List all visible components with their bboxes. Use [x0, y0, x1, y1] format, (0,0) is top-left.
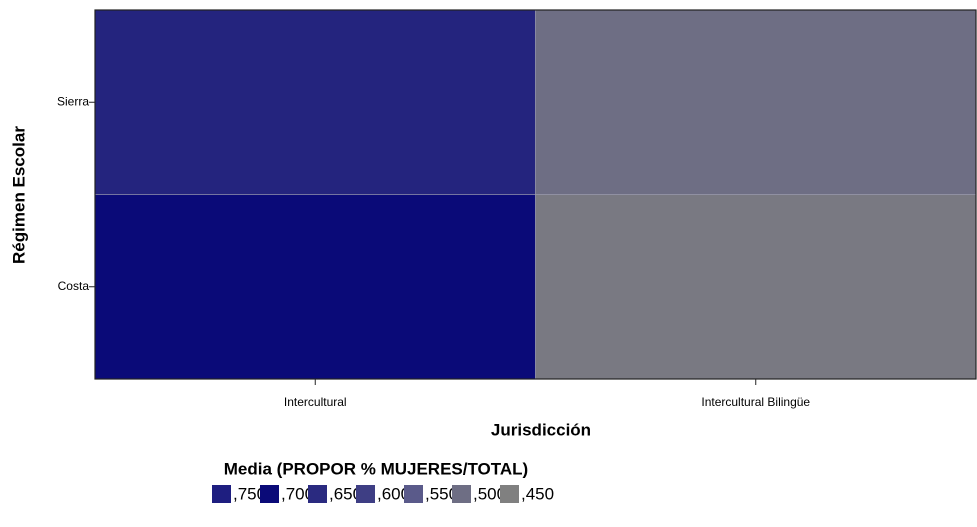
heatmap-cell: [94, 9, 536, 195]
legend-title: Media (PROPOR % MUJERES/TOTAL): [224, 459, 528, 478]
y-axis-title: Régimen Escolar: [9, 126, 28, 264]
heatmap-cell: [535, 9, 977, 195]
heatmap-cell: [535, 194, 977, 380]
y-tick-label: Costa: [58, 279, 90, 293]
legend-swatch: [452, 485, 471, 503]
legend-label: ,550: [425, 484, 458, 503]
legend-label: ,650: [329, 484, 362, 503]
plot-frame: [94, 9, 977, 380]
legend-swatch: [404, 485, 423, 503]
legend-label: ,450: [521, 484, 554, 503]
legend-label: ,750: [233, 484, 266, 503]
legend-swatch: [260, 485, 279, 503]
x-tick-label: Intercultural Bilingüe: [701, 395, 810, 409]
x-axis-title: Jurisdicción: [491, 420, 591, 439]
legend-label: ,700: [281, 484, 314, 503]
legend-swatch: [500, 485, 519, 503]
legend-swatch: [356, 485, 375, 503]
legend-label: ,500: [473, 484, 506, 503]
heatmap-cell: [94, 194, 536, 380]
x-tick-label: Intercultural: [284, 395, 347, 409]
y-tick-label: Sierra: [57, 94, 89, 108]
legend-swatch: [308, 485, 327, 503]
legend-swatch: [212, 485, 231, 503]
legend-label: ,600: [377, 484, 410, 503]
